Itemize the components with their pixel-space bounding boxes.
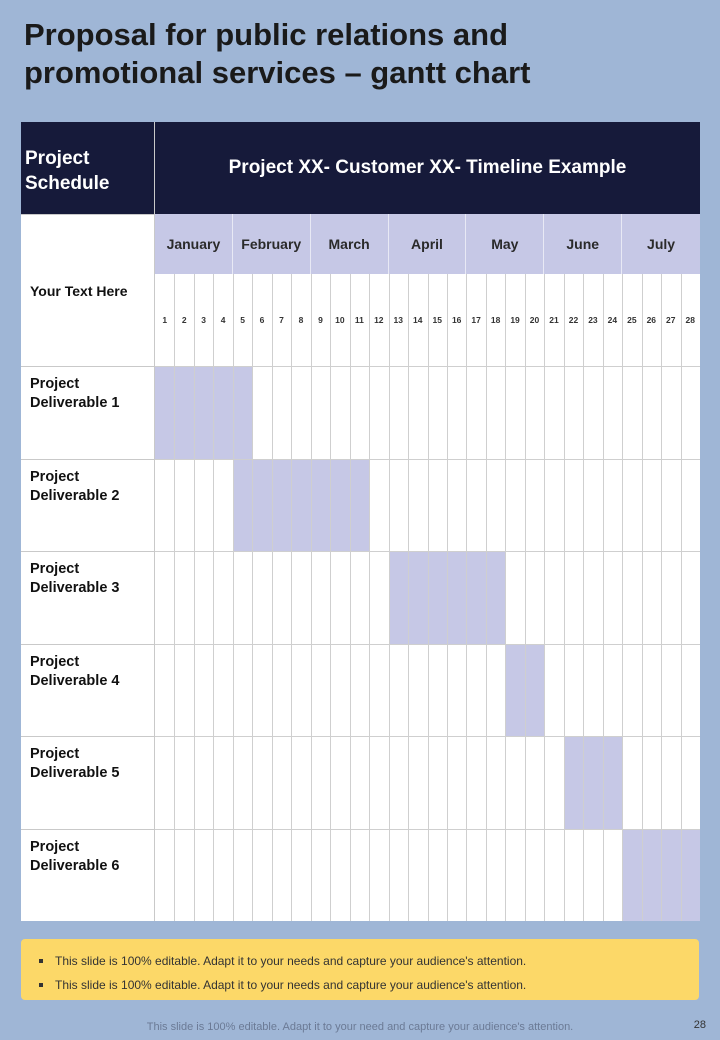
- week-label: 26: [646, 315, 657, 325]
- week-label: 27: [666, 315, 676, 325]
- grid-line: [680, 274, 682, 921]
- notes-box: This slide is 100% editable. Adapt it to…: [21, 939, 699, 1000]
- task-label: Project Deliverable 1: [21, 366, 154, 459]
- note-item: This slide is 100% editable. Adapt it to…: [39, 949, 699, 973]
- grid-line: [155, 643, 700, 645]
- week-label: 8: [298, 315, 304, 325]
- week-label: 25: [627, 315, 637, 325]
- week-label: 10: [335, 315, 345, 325]
- week-header: 1 2 3 4 5 6 7 8 9 10 11 12 13 14 15 16 17 18 19 20 21 22 23 24 2…: [155, 274, 700, 366]
- grid-line: [466, 274, 468, 921]
- grid-line: [408, 274, 410, 921]
- week-label: 1: [162, 315, 168, 325]
- grid-line: [446, 274, 448, 921]
- grid-line: [563, 274, 565, 921]
- grid-line: [155, 736, 700, 737]
- grid-line: [252, 274, 254, 921]
- grid-line: [524, 274, 526, 921]
- month-label: February: [233, 214, 311, 274]
- week-label: 22: [568, 315, 579, 325]
- week-label: 17: [471, 315, 481, 325]
- grid-line: [330, 274, 332, 921]
- grid-line: [388, 274, 390, 921]
- week-label: 20: [529, 315, 540, 325]
- week-label: 5: [240, 315, 245, 325]
- page-title: Proposal for public relations and promot…: [24, 17, 531, 90]
- month-label: April: [389, 214, 467, 274]
- grid-line: [583, 274, 585, 921]
- task-label: Project Deliverable 2: [21, 458, 154, 552]
- schedule-header: Project Schedule: [21, 122, 154, 214]
- grid-line: [213, 274, 215, 921]
- week-label: 11: [354, 315, 364, 325]
- grid-line: [310, 274, 312, 921]
- grid-line: [622, 274, 624, 921]
- your-text-label: Your Text Here: [21, 214, 154, 366]
- week-label: 13: [393, 315, 404, 325]
- task-bar: [563, 736, 623, 829]
- grid-line: [174, 274, 176, 921]
- task-bar: [232, 458, 370, 551]
- footer-text: This slide is 100% editable. Adapt it to…: [146, 1021, 574, 1033]
- week-label: 4: [220, 315, 226, 325]
- grid-line: [369, 274, 371, 921]
- gantt-chart: Project Schedule Your Text Here Project …: [21, 122, 700, 921]
- page-number: 28: [693, 1019, 706, 1031]
- week-label: 23: [588, 315, 598, 325]
- task-label: Project Deliverable 4: [21, 643, 154, 737]
- week-label: 7: [279, 315, 284, 325]
- grid-line: [155, 458, 700, 460]
- month-label: July: [647, 236, 676, 252]
- grid-line: [544, 274, 546, 921]
- week-label: 18: [490, 315, 501, 325]
- grid-line: [232, 274, 234, 921]
- task-label-column: Project Schedule Your Text Here Project …: [21, 122, 154, 921]
- week-label: 24: [607, 315, 618, 325]
- month-label: March: [311, 214, 389, 274]
- task-label: Project Deliverable 6: [21, 828, 154, 922]
- column-divider: [154, 122, 155, 921]
- note-item: This slide is 100% editable. Adapt it to…: [39, 973, 699, 997]
- task-bar: [505, 643, 545, 736]
- task-label: Project Deliverable 5: [21, 736, 154, 829]
- grid-line: [271, 274, 273, 921]
- week-label: 19: [510, 315, 520, 325]
- month-label: January: [155, 214, 233, 274]
- timeline-title: Project XX- Customer XX- Timeline Exampl…: [155, 122, 700, 214]
- grid-line: [155, 366, 700, 367]
- timeline-grid: [155, 274, 700, 921]
- week-label: 3: [201, 315, 207, 325]
- week-label: 15: [432, 315, 442, 325]
- grid-line: [485, 274, 487, 921]
- task-label: Project Deliverable 3: [21, 551, 154, 644]
- month-label: June: [544, 214, 623, 274]
- month-label: May: [466, 214, 545, 274]
- week-label: 2: [181, 315, 187, 325]
- week-label: 28: [685, 315, 695, 325]
- grid-line: [193, 274, 195, 921]
- task-bar: [155, 366, 253, 459]
- week-label: 14: [413, 315, 423, 325]
- week-label: 12: [374, 315, 384, 325]
- week-label: 9: [318, 315, 323, 325]
- week-label: 16: [451, 315, 462, 325]
- grid-line: [602, 274, 604, 921]
- grid-line: [291, 274, 293, 921]
- grid-line: [155, 551, 700, 552]
- grid-line: [427, 274, 429, 921]
- grid-line: [155, 828, 700, 830]
- week-label: 6: [259, 315, 265, 325]
- week-label: 21: [549, 315, 559, 325]
- grid-line: [505, 274, 507, 921]
- grid-line: [661, 274, 663, 921]
- grid-line: [641, 274, 643, 921]
- month-header: January February March April May June July: [155, 214, 700, 274]
- grid-line: [349, 274, 351, 921]
